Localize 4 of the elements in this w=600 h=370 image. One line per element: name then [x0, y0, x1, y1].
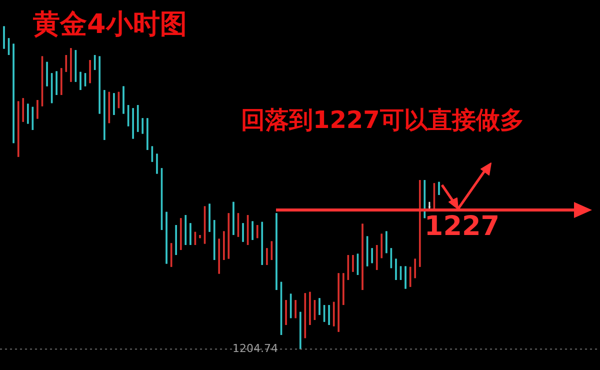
annotation: 回落到1227可以直接做多	[241, 105, 524, 136]
ref-line-label: 1204.74	[232, 342, 278, 356]
ref-line-label: 1227	[424, 211, 500, 242]
chart-title: 黄金4小时图	[33, 8, 187, 42]
